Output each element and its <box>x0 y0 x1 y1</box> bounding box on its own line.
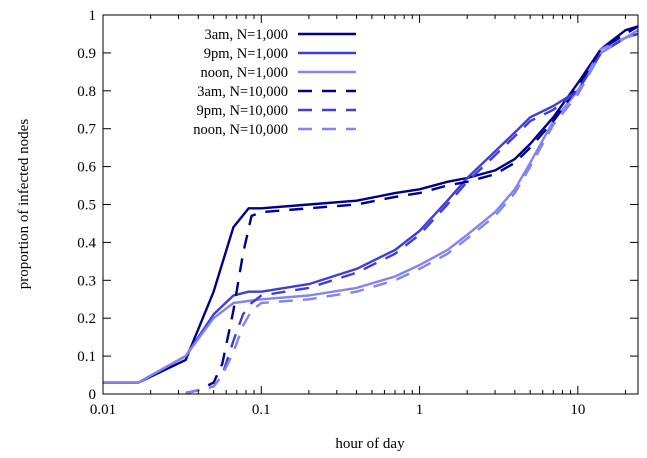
series-line <box>185 25 639 395</box>
y-tick-label: 0.2 <box>77 311 96 327</box>
y-tick-label: 0.7 <box>77 122 96 138</box>
legend-label: 3am, N=10,000 <box>197 84 288 100</box>
legend-label: 9pm, N=1,000 <box>204 46 288 62</box>
legend: 3am, N=1,000 9pm, N=1,000 noon, N=1,000 3am… <box>193 27 356 138</box>
y-tick-label: 1 <box>89 8 97 24</box>
plot-frame <box>102 14 639 395</box>
series-line <box>103 32 639 384</box>
legend-label: 9pm, N=10,000 <box>196 103 288 119</box>
x-tick-label: 0.01 <box>90 402 116 418</box>
y-tick-label: 0.4 <box>77 235 96 251</box>
legend-label: noon, N=1,000 <box>200 65 288 81</box>
series-line <box>103 29 639 384</box>
y-tick-label: 0.6 <box>77 160 96 176</box>
x-tick-label: 10 <box>570 402 585 418</box>
y-tick-label: 0.8 <box>77 84 96 100</box>
x-tick-label: 1 <box>416 402 424 418</box>
x-tick-label: 0.1 <box>252 402 271 418</box>
y-tick-label: 0 <box>89 387 97 403</box>
x-axis-label: hour of day <box>335 436 405 452</box>
y-tick-label: 0.9 <box>77 46 96 62</box>
series-line <box>103 25 639 384</box>
y-tick-label: 0.5 <box>77 198 96 214</box>
y-tick-label: 0.3 <box>77 273 96 289</box>
y-axis-label: proportion of infected nodes <box>16 119 32 290</box>
series-line <box>185 32 639 395</box>
legend-label: 3am, N=1,000 <box>205 27 289 43</box>
y-tick-label: 0.1 <box>77 349 96 365</box>
legend-label: noon, N=10,000 <box>193 122 288 138</box>
axis-ticks <box>102 14 638 395</box>
series-line <box>185 32 639 395</box>
tick-labels: 0 0.1 0.2 0.3 0.4 0.5 0.6 0.7 0.8 0.9 1 0.01 0.1 1 10 <box>77 8 585 418</box>
plot-series <box>103 25 639 395</box>
